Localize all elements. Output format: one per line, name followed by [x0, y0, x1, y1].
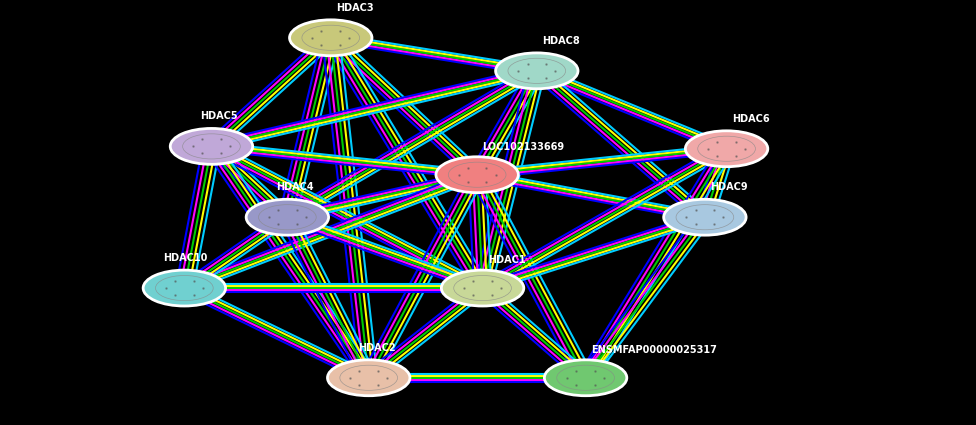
- Circle shape: [545, 360, 627, 396]
- Text: HDAC1: HDAC1: [488, 255, 526, 265]
- Text: HDAC3: HDAC3: [336, 3, 374, 13]
- Text: LOC102133669: LOC102133669: [482, 142, 565, 152]
- Circle shape: [441, 270, 524, 306]
- Text: ENSMFAP00000025317: ENSMFAP00000025317: [591, 345, 717, 355]
- Circle shape: [496, 53, 578, 89]
- Text: HDAC5: HDAC5: [201, 111, 238, 122]
- Circle shape: [170, 128, 253, 164]
- Circle shape: [246, 199, 329, 235]
- Circle shape: [436, 157, 518, 193]
- Text: HDAC8: HDAC8: [543, 36, 580, 46]
- Circle shape: [143, 270, 225, 306]
- Text: HDAC10: HDAC10: [163, 253, 207, 263]
- Circle shape: [685, 131, 768, 167]
- Text: HDAC9: HDAC9: [711, 182, 748, 192]
- Text: HDAC6: HDAC6: [732, 114, 770, 124]
- Text: HDAC2: HDAC2: [358, 343, 395, 353]
- Text: HDAC4: HDAC4: [276, 182, 314, 192]
- Circle shape: [664, 199, 746, 235]
- Circle shape: [328, 360, 410, 396]
- Circle shape: [290, 20, 372, 56]
